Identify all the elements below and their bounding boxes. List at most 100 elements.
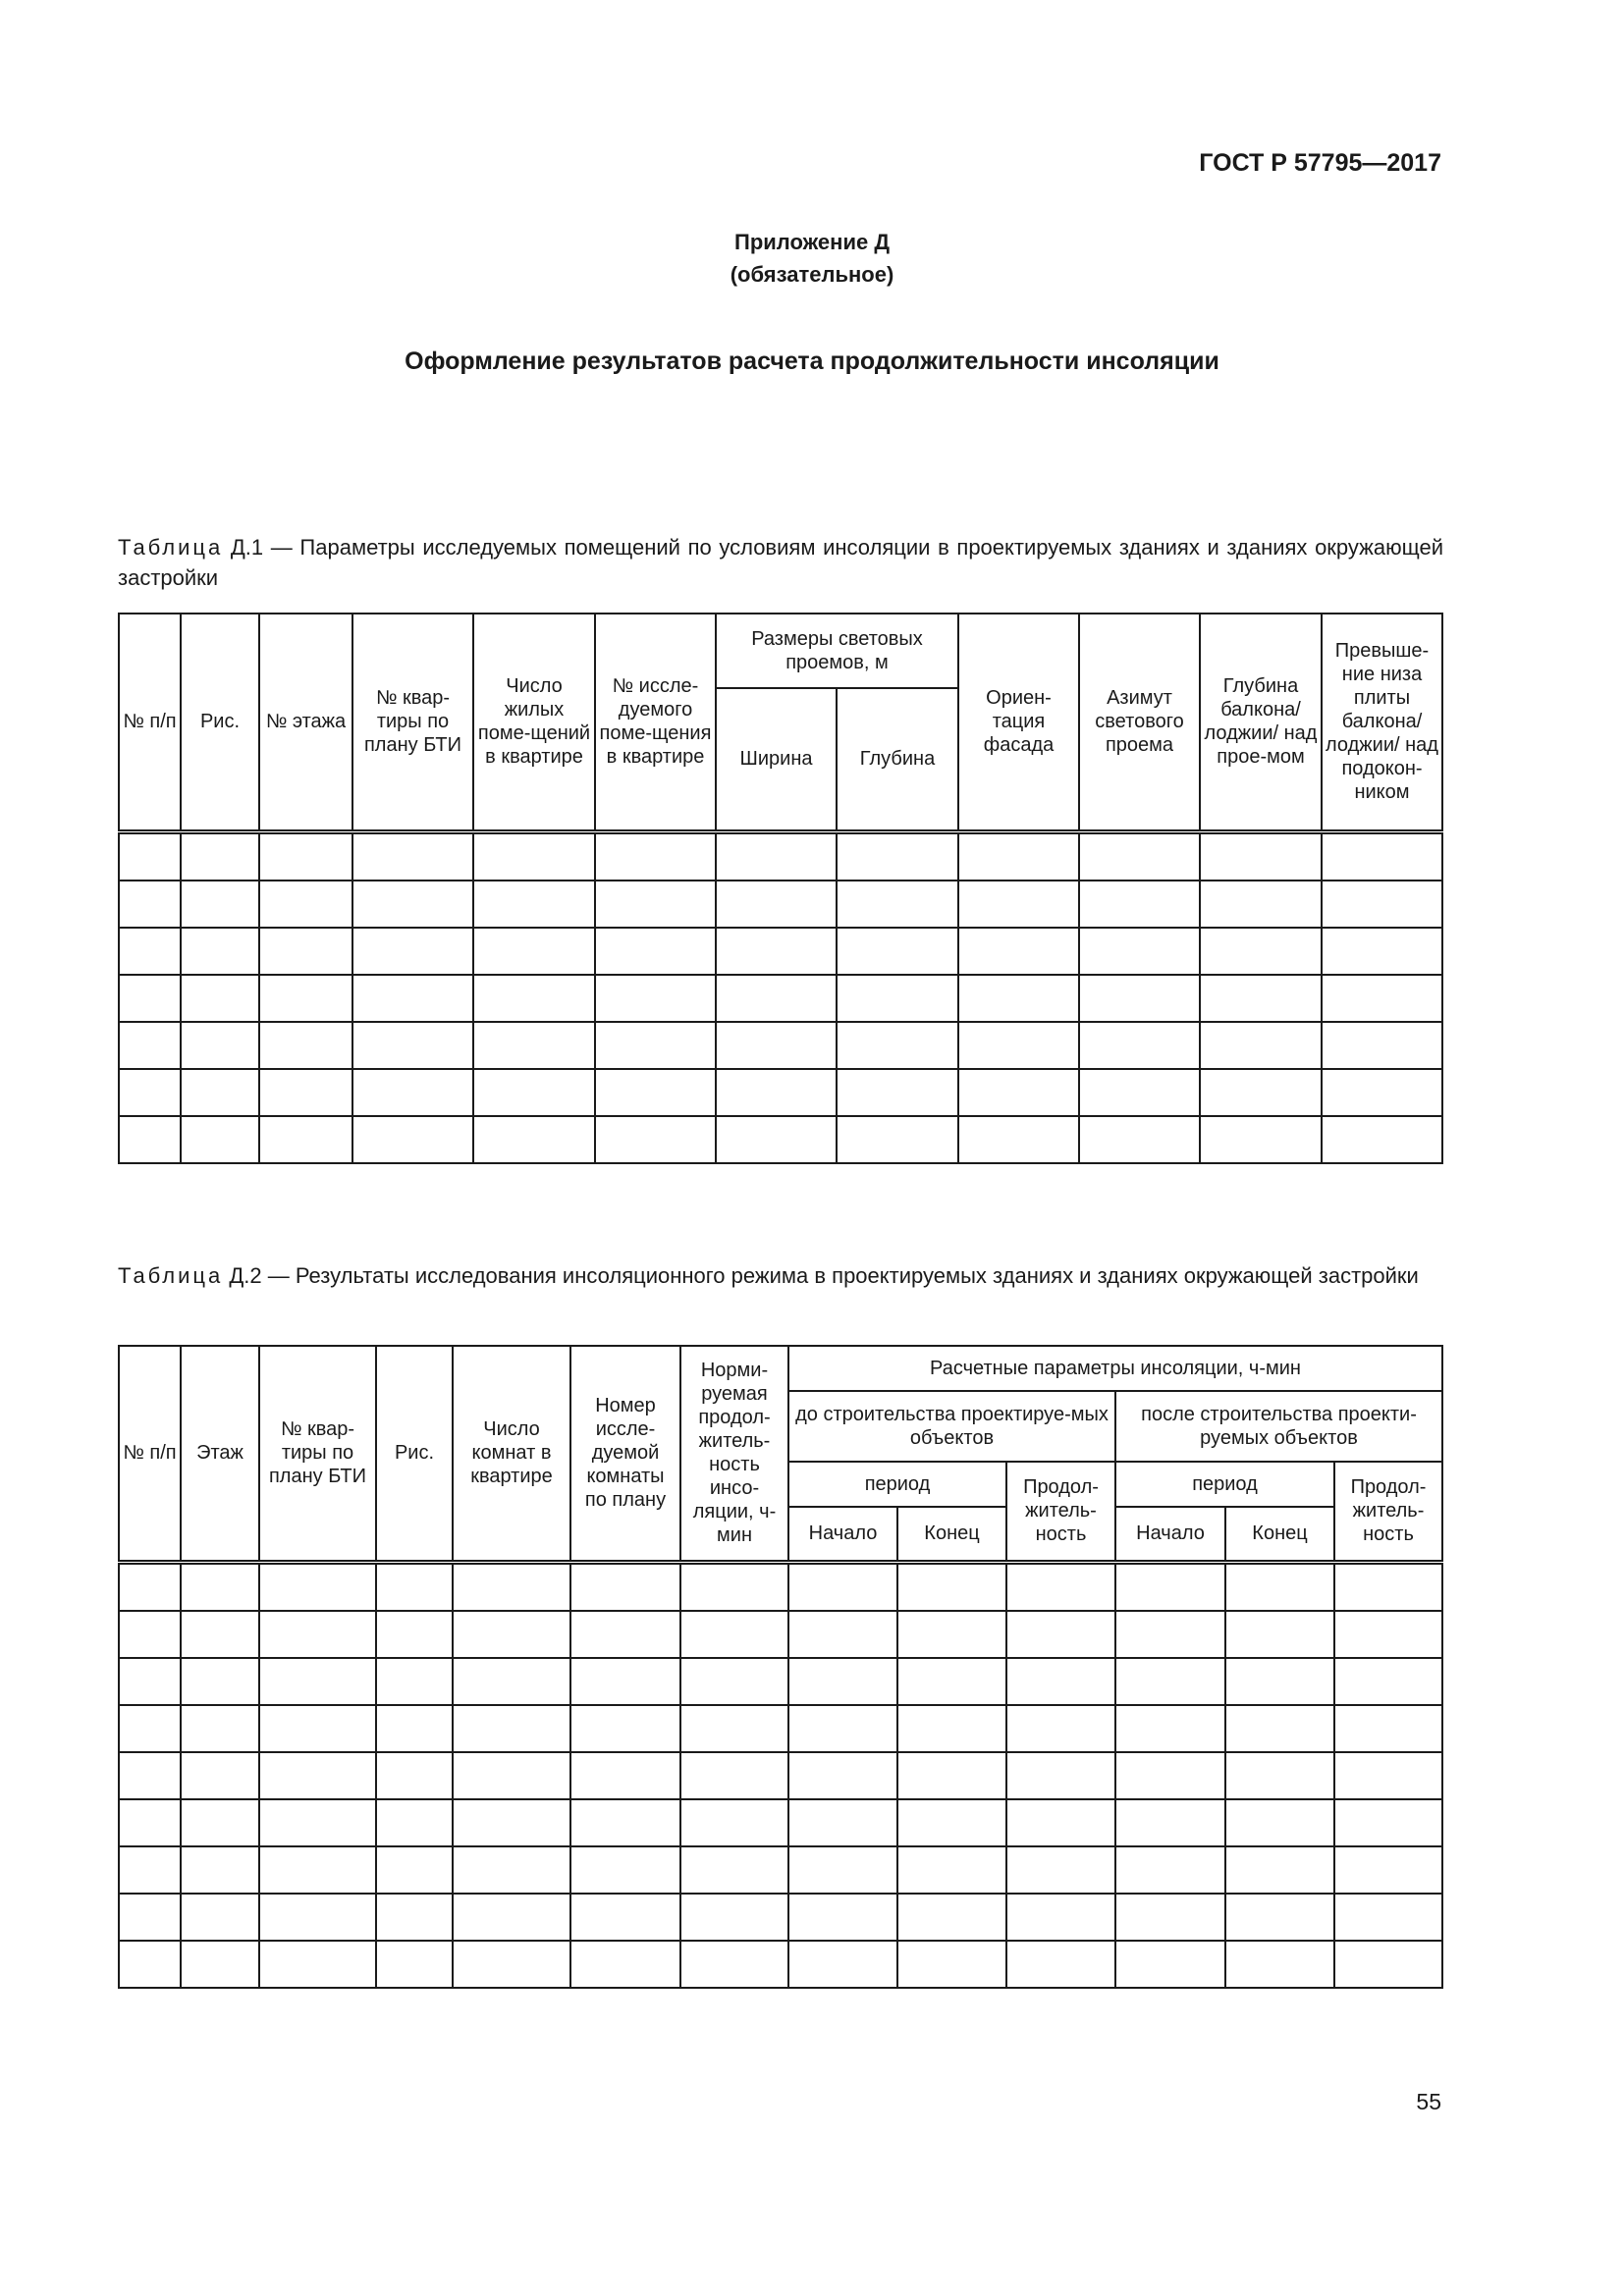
header-excess: Превыше-ние низа плиты балкона/ лоджии/ … — [1321, 613, 1443, 834]
table-cell — [1332, 1750, 1444, 1800]
table-cell — [1199, 1020, 1323, 1070]
table-cell — [836, 973, 959, 1023]
table-cell — [715, 973, 838, 1023]
table-cell — [896, 1703, 1007, 1753]
table-cell — [836, 1020, 959, 1070]
table-cell — [836, 1114, 959, 1164]
table-cell — [836, 926, 959, 976]
table-row — [118, 1844, 1444, 1895]
table-row — [118, 1892, 1444, 1942]
header-num: № п/п — [118, 613, 182, 834]
table-cell — [1199, 926, 1323, 976]
header-azimuth: Азимут светового проема — [1078, 613, 1201, 834]
table-cell — [715, 1067, 838, 1117]
header-room-no: Номер иссле-дуемой комнаты по плану — [569, 1345, 681, 1565]
table-cell — [715, 879, 838, 929]
table-cell — [957, 973, 1080, 1023]
table-cell — [1332, 1939, 1444, 1989]
table-row — [118, 1750, 1444, 1800]
table-cell — [375, 1609, 454, 1659]
table-cell — [118, 926, 182, 976]
table-cell — [118, 1892, 182, 1942]
table2-caption-text: Д.2 — Результаты исследования инсоляцион… — [223, 1263, 1419, 1288]
table-cell — [569, 1656, 681, 1706]
table-cell — [352, 1067, 474, 1117]
table-cell — [957, 830, 1080, 881]
table-cell — [472, 879, 596, 929]
table-cell — [787, 1561, 898, 1612]
table-cell — [258, 1892, 377, 1942]
header-depth: Глубина — [836, 687, 959, 834]
table-cell — [787, 1750, 898, 1800]
table-cell — [1078, 1020, 1201, 1070]
table-cell — [1005, 1892, 1116, 1942]
table-cell — [258, 879, 353, 929]
header-rooms: Число жилых поме-щений в квартире — [472, 613, 596, 834]
table-cell — [352, 926, 474, 976]
table-row — [118, 926, 1443, 976]
table-cell — [180, 1561, 260, 1612]
table-cell — [1005, 1750, 1116, 1800]
table-cell — [1114, 1797, 1226, 1847]
table-cell — [896, 1750, 1007, 1800]
table-cell — [1078, 1067, 1201, 1117]
table-cell — [258, 1797, 377, 1847]
table-cell — [896, 1939, 1007, 1989]
header-normative: Норми-руемая продол-житель-ность инсо-ля… — [679, 1345, 789, 1565]
header-apartment: № квар-тиры по плану БТИ — [258, 1345, 377, 1565]
appendix-label: Приложение Д — [734, 230, 890, 254]
table-cell — [118, 1797, 182, 1847]
table-cell — [180, 1797, 260, 1847]
table-cell — [180, 1656, 260, 1706]
table-cell — [569, 1750, 681, 1800]
table-row — [118, 1939, 1444, 1989]
table-cell — [1224, 1561, 1335, 1612]
table-cell — [472, 973, 596, 1023]
table-row — [118, 1020, 1443, 1070]
table-cell — [715, 1114, 838, 1164]
table-cell — [375, 1892, 454, 1942]
table-cell — [1224, 1797, 1335, 1847]
header-apartment: № квар-тиры по плану БТИ — [352, 613, 474, 834]
table-cell — [180, 830, 260, 881]
header-orientation: Ориен-тация фасада — [957, 613, 1080, 834]
table-cell — [836, 1067, 959, 1117]
page-number: 55 — [1416, 2089, 1441, 2114]
table-cell — [352, 1114, 474, 1164]
table-cell — [787, 1939, 898, 1989]
table-cell — [1114, 1561, 1226, 1612]
table-cell — [118, 1609, 182, 1659]
appendix-status: (обязательное) — [730, 262, 894, 287]
table-row — [118, 1797, 1444, 1847]
table-cell — [1224, 1703, 1335, 1753]
header-width: Ширина — [715, 687, 838, 834]
table-cell — [679, 1703, 789, 1753]
table-cell — [715, 830, 838, 881]
table-cell — [594, 1114, 717, 1164]
table-cell — [452, 1797, 571, 1847]
header-floor: Этаж — [180, 1345, 260, 1565]
table-cell — [258, 1114, 353, 1164]
table-cell — [375, 1656, 454, 1706]
table-cell — [787, 1844, 898, 1895]
table-cell — [375, 1703, 454, 1753]
table-cell — [569, 1561, 681, 1612]
table-cell — [352, 973, 474, 1023]
table-row — [118, 1114, 1443, 1164]
table-cell — [180, 1114, 260, 1164]
table-cell — [1078, 879, 1201, 929]
table-cell — [569, 1844, 681, 1895]
table-cell — [180, 973, 260, 1023]
table-cell — [258, 830, 353, 881]
table-cell — [472, 1114, 596, 1164]
header-start-before: Начало — [787, 1506, 898, 1565]
table-cell — [375, 1797, 454, 1847]
table-cell — [1005, 1561, 1116, 1612]
table-cell — [1199, 973, 1323, 1023]
table2-label: Таблица — [118, 1263, 224, 1288]
table-cell — [180, 1067, 260, 1117]
header-end-after: Конец — [1224, 1506, 1335, 1565]
table-cell — [1332, 1609, 1444, 1659]
table-cell — [836, 879, 959, 929]
table-cell — [787, 1609, 898, 1659]
